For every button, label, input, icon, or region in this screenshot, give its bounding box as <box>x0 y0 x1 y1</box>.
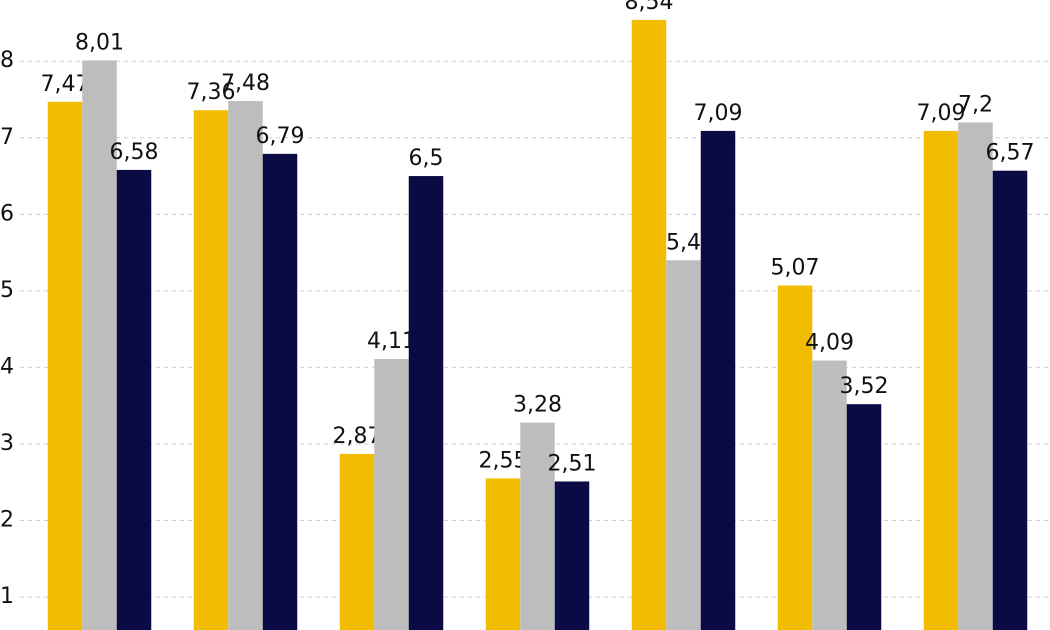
value-label: 7,47 <box>41 72 90 97</box>
bar <box>520 422 555 630</box>
bar <box>116 169 152 630</box>
value-label: 6,5 <box>409 146 444 171</box>
value-label: 2,55 <box>479 448 528 473</box>
value-label: 6,79 <box>256 124 305 149</box>
value-label: 8,54 <box>625 0 674 15</box>
bar <box>262 153 298 630</box>
value-label: 4,11 <box>367 329 416 354</box>
value-label: 3,52 <box>840 374 889 399</box>
value-label: 7,36 <box>187 80 236 105</box>
bar <box>666 260 701 630</box>
value-label: 6,57 <box>986 141 1035 166</box>
value-label: 5,07 <box>771 256 820 281</box>
value-label: 2,51 <box>548 451 597 476</box>
bar <box>408 176 444 630</box>
y-tick-label: 7 <box>0 125 14 150</box>
y-tick-label: 2 <box>0 508 14 533</box>
bar <box>554 481 590 630</box>
value-label: 3,28 <box>513 393 562 418</box>
value-label: 2,87 <box>333 424 382 449</box>
bar <box>485 478 521 630</box>
y-tick-label: 6 <box>0 201 14 226</box>
value-label: 7,48 <box>221 71 270 96</box>
value-label: 5,4 <box>666 230 701 255</box>
value-label: 7,09 <box>917 101 966 126</box>
bar <box>812 360 847 630</box>
value-label: 4,09 <box>805 331 854 356</box>
bar <box>777 285 813 630</box>
bar <box>374 359 409 630</box>
bar <box>992 170 1028 630</box>
bar <box>631 19 667 630</box>
value-label: 7,09 <box>694 101 743 126</box>
bar <box>47 101 83 630</box>
bar <box>228 101 263 630</box>
bar <box>846 404 882 630</box>
value-label: 6,58 <box>110 140 159 165</box>
value-label: 7,2 <box>958 92 993 117</box>
bar <box>923 130 959 630</box>
bar <box>193 110 229 630</box>
y-tick-label: 4 <box>0 354 14 379</box>
bar <box>700 130 736 630</box>
y-tick-label: 3 <box>0 431 14 456</box>
y-tick-label: 5 <box>0 278 14 303</box>
value-label: 8,01 <box>75 30 124 55</box>
y-tick-label: 8 <box>0 48 14 73</box>
y-tick-label: 1 <box>0 584 14 609</box>
bar <box>82 60 117 630</box>
bar <box>339 453 375 630</box>
bar <box>958 122 993 630</box>
